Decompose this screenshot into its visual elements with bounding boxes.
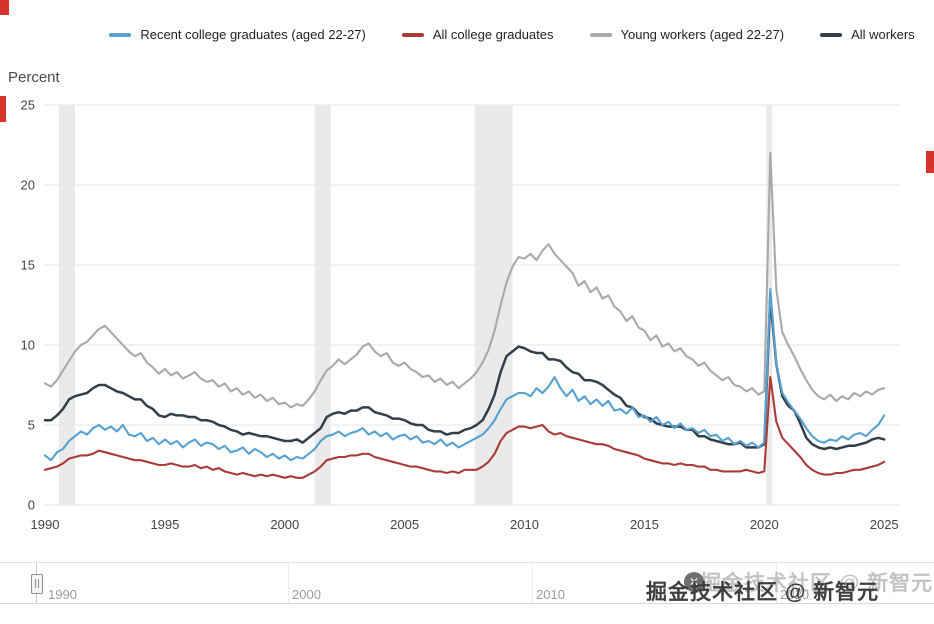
x-tick-label: 2005 — [390, 517, 419, 532]
red-marker — [0, 0, 9, 15]
navigator-label-2020: 2020 — [780, 587, 809, 602]
y-tick-label: 0 — [28, 498, 35, 513]
navigator-left-handle[interactable] — [31, 574, 43, 594]
range-navigator[interactable]: 1990 2000 2010 2020 — [0, 562, 934, 604]
y-tick-label: 25 — [21, 98, 35, 113]
navigator-label-2010: 2010 — [536, 587, 565, 602]
watermark-echo-text: 掘金技术社区 @ 新智元 — [700, 572, 934, 595]
y-tick-label: 10 — [21, 338, 35, 353]
navigator-label-1990: 1990 — [48, 587, 77, 602]
navigator-tick — [776, 563, 777, 603]
series-all-college-graduates — [43, 375, 886, 479]
x-tick-label: 2020 — [750, 517, 779, 532]
legend-swatch-all-workers — [820, 32, 843, 37]
legend-label: All college graduates — [432, 27, 554, 42]
recession-band — [58, 105, 75, 505]
legend-item-young-workers[interactable]: Young workers (aged 22-27) — [589, 27, 785, 42]
series-recent-college-graduates — [43, 287, 886, 462]
y-tick-label: 20 — [21, 178, 35, 193]
watermark-text: 掘金技术社区 @ 新智元 — [646, 581, 880, 604]
red-marker — [926, 151, 934, 173]
x-tick-label: 2015 — [630, 517, 659, 532]
legend-item-all-workers[interactable]: All workers — [820, 27, 915, 42]
legend-label: Young workers (aged 22-27) — [620, 27, 785, 42]
legend-label: Recent college graduates (aged 22-27) — [140, 27, 366, 42]
legend-label: All workers — [851, 27, 915, 42]
legend-item-recent-college-graduates[interactable]: Recent college graduates (aged 22-27) — [109, 27, 366, 42]
x-tick-label: 1995 — [150, 517, 179, 532]
x-tick-label: 1990 — [31, 517, 60, 532]
x-tick-label: 2010 — [510, 517, 539, 532]
series-all-workers — [43, 295, 886, 451]
y-tick-label: 5 — [28, 418, 35, 433]
y-tick-label: 15 — [21, 258, 35, 273]
chart-legend: Recent college graduates (aged 22-27) All… — [0, 27, 934, 42]
legend-swatch-recent-college-graduates — [109, 32, 132, 37]
x-tick-label: 2000 — [270, 517, 299, 532]
watermark-circle-x-icon: ✕ — [684, 572, 704, 592]
recession-band — [474, 105, 513, 505]
y-axis-title: Percent — [8, 69, 60, 86]
series-young-workers — [43, 151, 886, 409]
navigator-label-2000: 2000 — [292, 587, 321, 602]
red-marker — [0, 96, 6, 122]
legend-item-all-college-graduates[interactable]: All college graduates — [401, 27, 554, 42]
legend-swatch-all-college-graduates — [401, 32, 424, 37]
navigator-tick — [532, 563, 533, 603]
recession-band — [314, 105, 331, 505]
navigator-tick — [288, 563, 289, 603]
legend-swatch-young-workers — [589, 32, 612, 37]
x-tick-label: 2025 — [870, 517, 899, 532]
